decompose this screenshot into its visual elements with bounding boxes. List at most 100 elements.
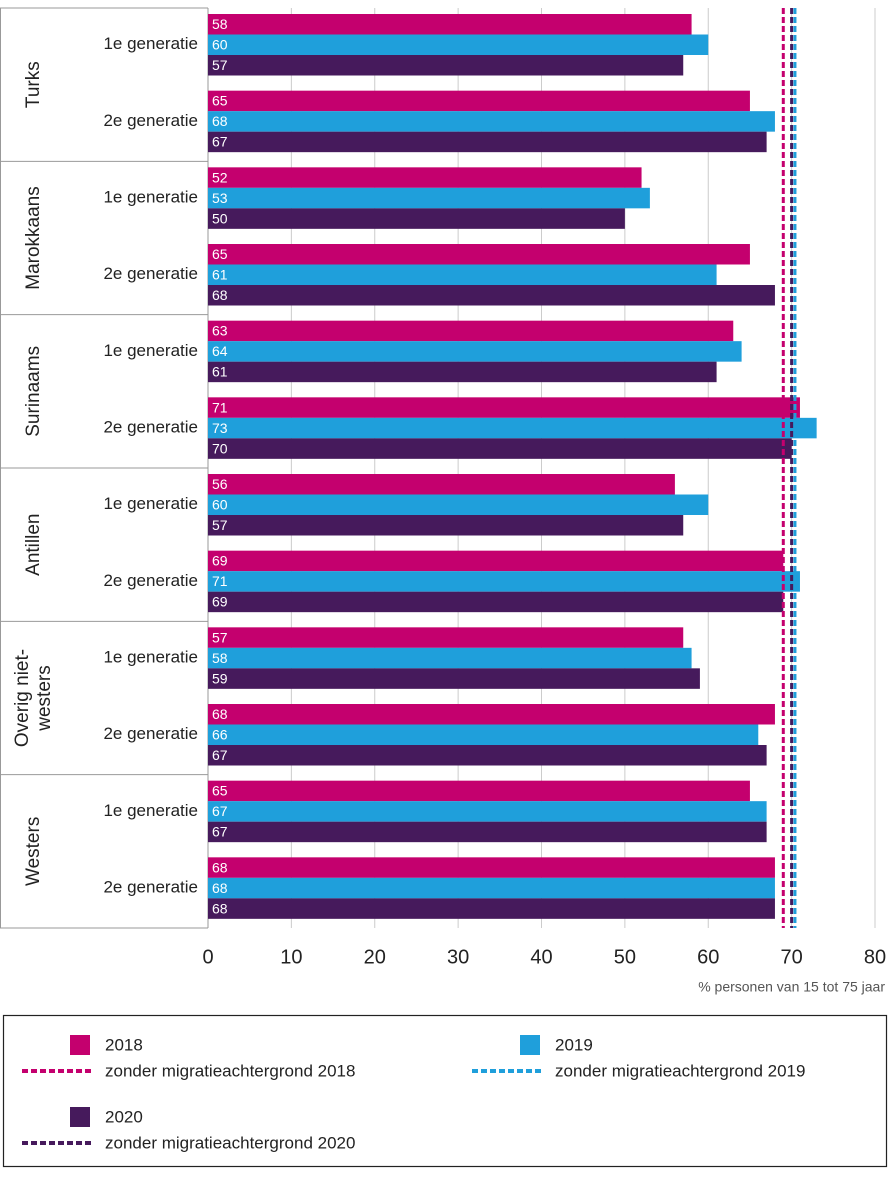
x-tick-label: 60 (697, 946, 719, 968)
value-label: 68 (212, 900, 228, 916)
bar (208, 55, 684, 76)
value-label: 61 (212, 364, 228, 380)
bar (208, 494, 709, 515)
value-label: 71 (212, 399, 228, 415)
bar (208, 745, 767, 766)
bar (208, 821, 767, 843)
value-label: 61 (212, 266, 228, 282)
bar (208, 571, 800, 592)
value-label: 56 (212, 476, 228, 492)
legend-label: 2019 (555, 1035, 593, 1054)
group-label: Westers (23, 817, 44, 886)
bar (208, 801, 767, 822)
bar (208, 474, 675, 495)
bar (208, 34, 709, 55)
bar (208, 438, 792, 459)
category-label: 2e generatie (103, 264, 198, 283)
bar (208, 14, 692, 35)
category-label: 2e generatie (103, 571, 198, 590)
value-label: 53 (212, 190, 228, 206)
bar (208, 898, 775, 919)
bar (208, 877, 775, 899)
bar (208, 668, 700, 689)
category-label: 1e generatie (103, 494, 198, 513)
bar (208, 361, 717, 383)
category-label: 1e generatie (103, 188, 198, 207)
bar (208, 187, 650, 209)
category-label: 1e generatie (103, 648, 198, 667)
legend-swatch (70, 1035, 90, 1055)
value-label: 68 (212, 880, 228, 896)
value-label: 67 (212, 747, 228, 763)
x-tick-label: 10 (280, 946, 302, 968)
value-label: 68 (212, 706, 228, 722)
bar (208, 724, 759, 745)
group-label: Surinaams (23, 346, 44, 437)
bar (208, 264, 717, 285)
legend-swatch (70, 1107, 90, 1127)
value-label: 67 (212, 134, 228, 150)
value-label: 68 (212, 113, 228, 129)
value-label: 69 (212, 594, 228, 610)
value-label: 57 (212, 57, 228, 73)
bar (208, 515, 684, 536)
x-tick-label: 50 (614, 946, 636, 968)
legend-swatch (520, 1035, 540, 1055)
value-label: 60 (212, 496, 228, 512)
bar (208, 591, 784, 613)
value-label: 58 (212, 650, 228, 666)
bar (208, 550, 784, 572)
bar (208, 90, 750, 112)
x-tick-label: 30 (447, 946, 469, 968)
value-label: 57 (212, 629, 228, 645)
bar (208, 647, 692, 669)
value-label: 50 (212, 210, 228, 226)
category-label: 1e generatie (103, 341, 198, 360)
x-tick-label: 40 (530, 946, 552, 968)
value-label: 69 (212, 553, 228, 569)
x-tick-label: 80 (864, 946, 886, 968)
value-label: 67 (212, 824, 228, 840)
group-label: Marokkaans (23, 186, 44, 290)
value-label: 52 (212, 169, 228, 185)
legend-label: zonder migratieachtergrond 2019 (555, 1061, 805, 1080)
value-label: 64 (212, 343, 228, 359)
legend-box (2, 1014, 888, 1168)
value-label: 65 (212, 783, 228, 799)
x-tick-label: 70 (781, 946, 803, 968)
legend-label: zonder migratieachtergrond 2018 (105, 1061, 355, 1080)
category-label: 2e generatie (103, 878, 198, 897)
category-label: 2e generatie (103, 418, 198, 437)
bar (208, 131, 767, 153)
bar (208, 397, 800, 418)
bar (208, 780, 750, 802)
value-label: 71 (212, 573, 228, 589)
bar (208, 417, 817, 439)
bar (208, 341, 742, 362)
x-tick-label: 0 (202, 946, 213, 968)
category-label: 1e generatie (103, 34, 198, 53)
legend-label: 2018 (105, 1035, 143, 1054)
value-label: 60 (212, 36, 228, 52)
group-label: Overig niet- (12, 649, 33, 747)
value-label: 59 (212, 670, 228, 686)
value-label: 68 (212, 287, 228, 303)
bar (208, 167, 642, 188)
bar (208, 244, 750, 265)
bar (208, 208, 625, 229)
value-label: 63 (212, 323, 228, 339)
bar (208, 320, 734, 342)
bar (208, 857, 775, 878)
bar (208, 704, 775, 725)
value-label: 65 (212, 246, 228, 262)
group-label: Antillen (23, 514, 44, 576)
bar (208, 627, 684, 648)
legend-label: 2020 (105, 1107, 143, 1126)
x-axis-label: % personen van 15 tot 75 jaar (698, 979, 885, 995)
value-label: 65 (212, 93, 228, 109)
x-tick-label: 20 (364, 946, 386, 968)
bar (208, 285, 775, 306)
category-label: 2e generatie (103, 111, 198, 130)
value-label: 66 (212, 726, 228, 742)
